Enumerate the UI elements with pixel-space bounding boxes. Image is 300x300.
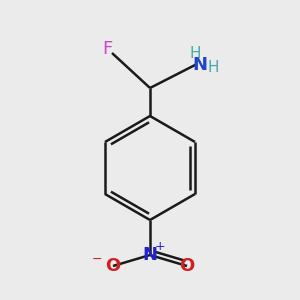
Text: O: O bbox=[105, 257, 121, 275]
Text: +: + bbox=[155, 241, 165, 254]
Text: H: H bbox=[207, 59, 219, 74]
Text: O: O bbox=[179, 257, 195, 275]
Text: N: N bbox=[193, 56, 208, 74]
Text: −: − bbox=[92, 253, 102, 266]
Text: F: F bbox=[102, 40, 112, 58]
Text: H: H bbox=[189, 46, 201, 61]
Text: N: N bbox=[142, 246, 158, 264]
